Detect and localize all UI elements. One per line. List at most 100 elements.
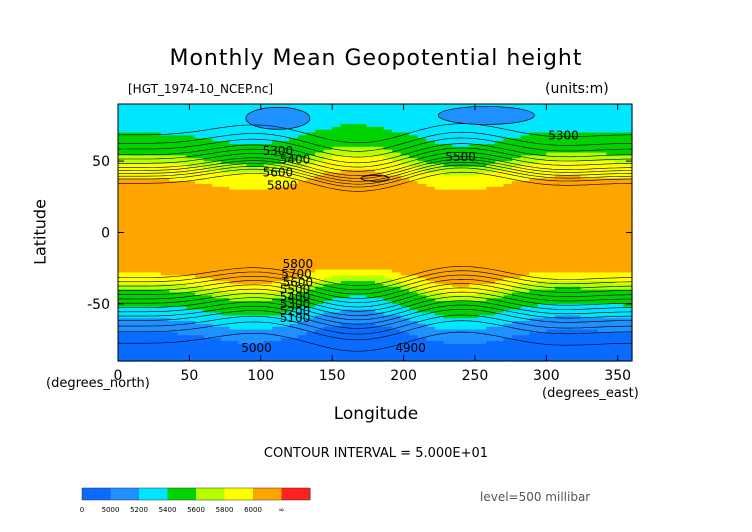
heatmap-cell bbox=[494, 166, 505, 171]
heatmap-cell bbox=[434, 241, 445, 245]
heatmap-cell bbox=[409, 341, 419, 345]
heatmap-cell bbox=[297, 192, 308, 196]
heatmap-cell bbox=[306, 209, 316, 214]
heatmap-cell bbox=[503, 263, 513, 268]
heatmap-cell bbox=[520, 266, 530, 271]
heatmap-cell bbox=[126, 243, 136, 248]
heatmap-cell bbox=[169, 261, 179, 265]
heatmap-cell bbox=[503, 143, 513, 148]
heatmap-cell bbox=[486, 175, 496, 179]
heatmap-cell bbox=[203, 258, 213, 262]
heatmap-cell bbox=[486, 318, 496, 322]
heatmap-cell bbox=[563, 338, 573, 342]
heatmap-cell bbox=[246, 283, 256, 288]
heatmap-cell bbox=[486, 132, 496, 137]
heatmap-cell bbox=[494, 189, 505, 194]
heatmap-cell bbox=[340, 141, 350, 145]
heatmap-cell bbox=[246, 135, 256, 139]
heatmap-cell bbox=[512, 241, 522, 245]
heatmap-cell bbox=[383, 269, 393, 274]
heatmap-cell bbox=[392, 186, 402, 191]
heatmap-cell bbox=[169, 255, 179, 259]
heatmap-cell bbox=[289, 358, 299, 362]
heatmap-cell bbox=[383, 355, 393, 359]
heatmap-cell bbox=[186, 323, 196, 328]
heatmap-cell bbox=[546, 203, 556, 208]
heatmap-cell bbox=[160, 175, 170, 179]
heatmap-cell bbox=[417, 326, 427, 331]
heatmap-cell bbox=[477, 272, 487, 276]
heatmap-cell bbox=[297, 358, 308, 362]
heatmap-cell bbox=[289, 295, 299, 299]
heatmap-cell bbox=[580, 303, 590, 308]
heatmap-cell bbox=[460, 175, 470, 179]
heatmap-cell bbox=[246, 175, 256, 179]
heatmap-cell bbox=[452, 209, 462, 214]
heatmap-cell bbox=[212, 163, 222, 168]
heatmap-cell bbox=[426, 321, 436, 325]
heatmap-cell bbox=[375, 135, 385, 139]
heatmap-cell bbox=[426, 258, 436, 262]
heatmap-cell bbox=[563, 189, 573, 194]
heatmap-cell bbox=[392, 149, 402, 154]
heatmap-cell bbox=[452, 326, 462, 331]
heatmap-cell bbox=[186, 235, 196, 239]
heatmap-cell bbox=[554, 321, 565, 325]
heatmap-cell bbox=[237, 283, 248, 288]
heatmap-cell bbox=[589, 106, 599, 111]
heatmap-cell bbox=[375, 298, 385, 302]
heatmap-cell bbox=[186, 352, 196, 356]
heatmap-cell bbox=[452, 309, 462, 314]
heatmap-cell bbox=[520, 198, 530, 202]
heatmap-cell bbox=[177, 326, 188, 331]
heatmap-cell bbox=[512, 278, 522, 282]
heatmap-cell bbox=[203, 155, 213, 159]
heatmap-cell bbox=[323, 252, 333, 256]
heatmap-cell bbox=[529, 175, 539, 179]
heatmap-cell bbox=[443, 346, 453, 351]
heatmap-cell bbox=[554, 212, 565, 216]
heatmap-cell bbox=[383, 115, 393, 119]
heatmap-cell bbox=[563, 192, 573, 196]
heatmap-cell bbox=[375, 303, 385, 308]
heatmap-cell bbox=[563, 229, 573, 234]
heatmap-cell bbox=[486, 358, 496, 362]
heatmap-cell bbox=[452, 104, 462, 108]
heatmap-cell bbox=[580, 152, 590, 156]
heatmap-cell bbox=[383, 226, 393, 231]
heatmap-cell bbox=[512, 358, 522, 362]
heatmap-cell bbox=[246, 355, 256, 359]
heatmap-cell bbox=[169, 218, 179, 222]
heatmap-cell bbox=[246, 341, 256, 345]
heatmap-cell bbox=[537, 215, 547, 219]
heatmap-cell bbox=[118, 181, 128, 185]
heatmap-cell bbox=[143, 166, 153, 171]
heatmap-cell bbox=[203, 278, 213, 282]
heatmap-cell bbox=[297, 289, 308, 294]
heatmap-cell bbox=[426, 146, 436, 151]
heatmap-cell bbox=[512, 221, 522, 225]
heatmap-cell bbox=[143, 189, 153, 194]
heatmap-cell bbox=[460, 312, 470, 316]
heatmap-cell bbox=[469, 141, 479, 145]
heatmap-cell bbox=[315, 323, 325, 328]
heatmap-cell bbox=[340, 355, 350, 359]
heatmap-cell bbox=[537, 309, 547, 314]
heatmap-cell bbox=[332, 181, 342, 185]
heatmap-cell bbox=[118, 141, 128, 145]
heatmap-cell bbox=[118, 343, 128, 348]
heatmap-cell bbox=[323, 115, 333, 119]
heatmap-cell bbox=[118, 292, 128, 296]
heatmap-cell bbox=[177, 301, 188, 305]
heatmap-cell bbox=[520, 138, 530, 142]
heatmap-cell bbox=[426, 263, 436, 268]
heatmap-cell bbox=[400, 298, 410, 302]
heatmap-cell bbox=[280, 149, 290, 154]
heatmap-cell bbox=[332, 126, 342, 131]
heatmap-cell bbox=[554, 175, 565, 179]
heatmap-cell bbox=[272, 275, 282, 279]
heatmap-cell bbox=[477, 218, 487, 222]
heatmap-cell bbox=[315, 141, 325, 145]
heatmap-cell bbox=[443, 215, 453, 219]
heatmap-cell bbox=[452, 138, 462, 142]
